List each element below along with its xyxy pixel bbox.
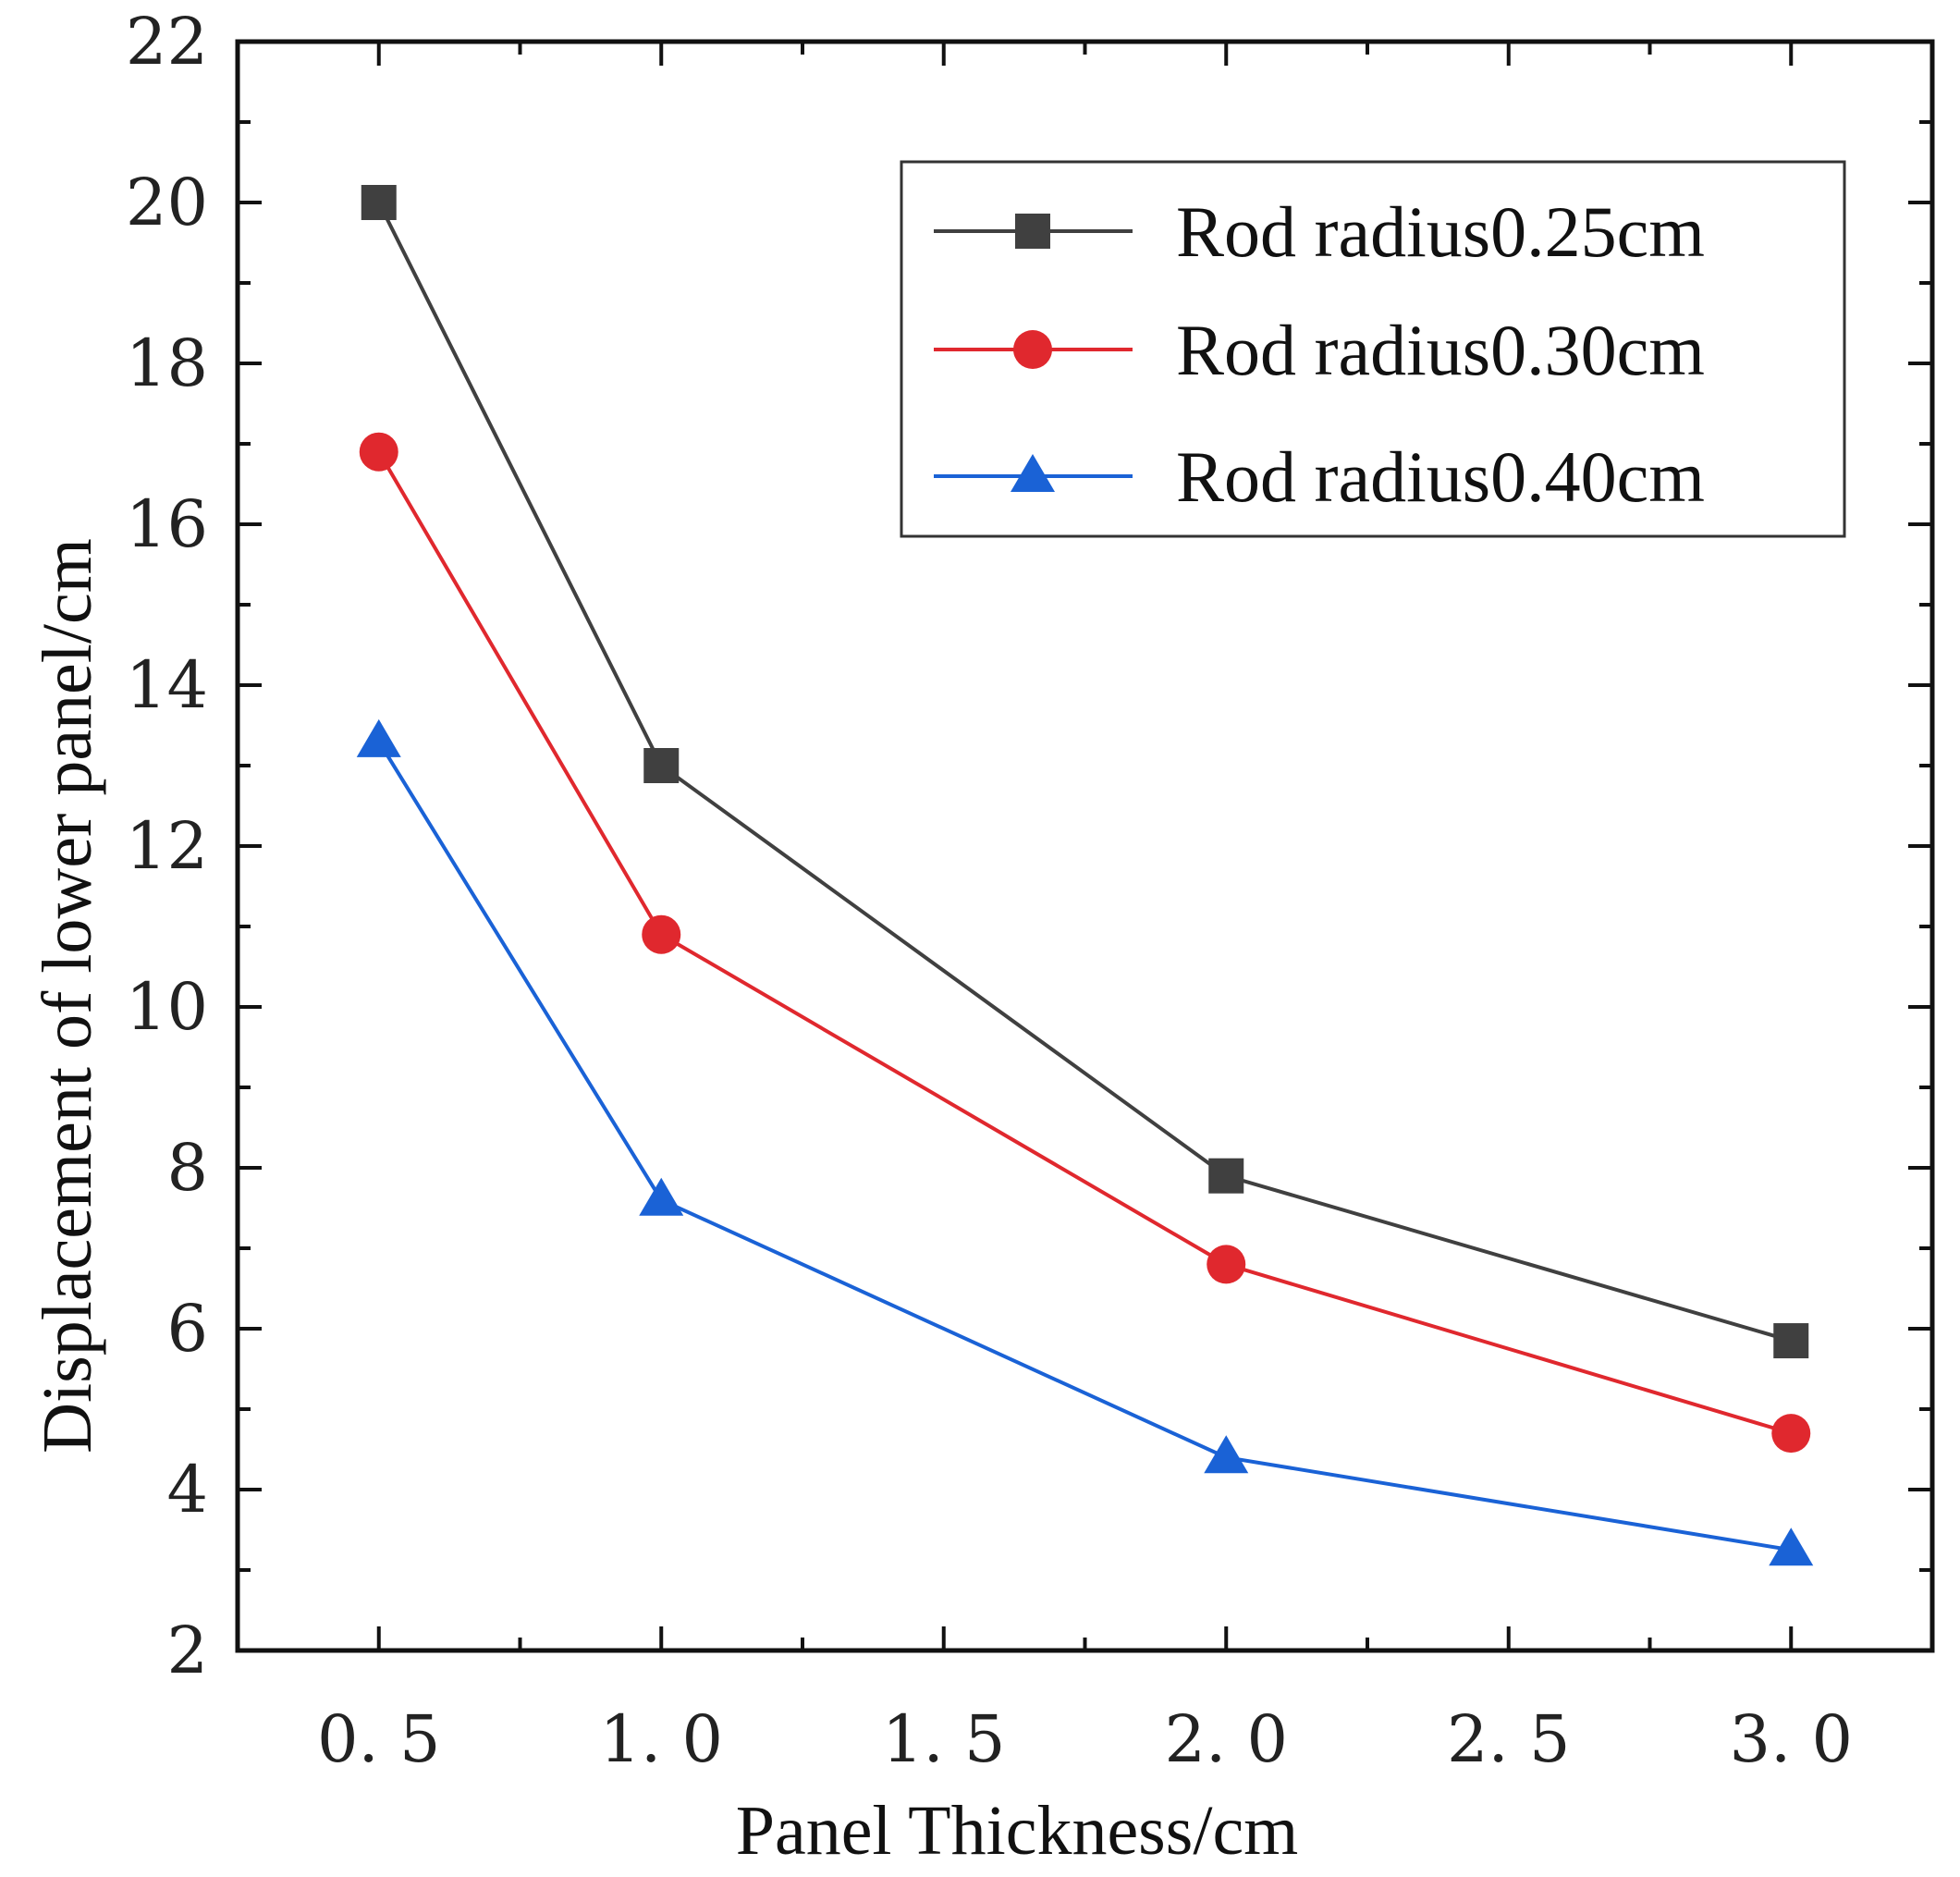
legend-item: Rod radius0.30cm bbox=[934, 310, 1705, 390]
series-line bbox=[376, 202, 1792, 1343]
data-point bbox=[1771, 1414, 1811, 1454]
legend-marker bbox=[1015, 214, 1050, 249]
series-3 bbox=[356, 718, 1814, 1566]
plot-area: 0. 5 1. 0 1. 5 2. 0 2. 5 3. 0 246810121416182… bbox=[126, 4, 1935, 1777]
x-axis-title: Panel Thickness/cm bbox=[736, 1792, 1299, 1870]
series-line bbox=[377, 450, 1792, 1436]
y-tick-label: 22 bbox=[126, 4, 208, 80]
legend-label: Rod radius0.30cm bbox=[1176, 310, 1705, 390]
x-tick-label: 3. 0 bbox=[1729, 1701, 1853, 1777]
series-1 bbox=[361, 185, 1809, 1359]
data-point bbox=[361, 185, 397, 220]
y-tick-label: 8 bbox=[166, 1130, 208, 1206]
y-tick-label: 2 bbox=[166, 1613, 208, 1688]
legend-marker bbox=[1013, 330, 1052, 369]
y-axis-title: Displacement of lower panel/cm bbox=[29, 538, 106, 1454]
y-tick-label: 20 bbox=[126, 165, 208, 240]
legend-label: Rod radius0.40cm bbox=[1176, 436, 1705, 517]
y-tick-label: 4 bbox=[166, 1452, 208, 1527]
y-axis-ticks: 2 4 6 8 10 12 14 16 18 20 22 bbox=[126, 4, 1932, 1688]
data-point bbox=[639, 1177, 684, 1216]
data-point bbox=[1773, 1323, 1809, 1359]
data-point bbox=[1207, 1245, 1246, 1284]
x-axis-ticks: 0. 5 1. 0 1. 5 2. 0 2. 5 3. 0 bbox=[317, 42, 1853, 1777]
data-point bbox=[642, 914, 681, 954]
data-point bbox=[1769, 1527, 1814, 1566]
legend: Rod radius0.25cm Rod radius0.30cm Rod radi… bbox=[900, 160, 1846, 538]
legend-marker bbox=[1011, 454, 1055, 492]
data-point bbox=[643, 748, 680, 783]
data-point bbox=[1208, 1158, 1244, 1194]
series-layer bbox=[356, 185, 1814, 1566]
x-tick-label: 1. 5 bbox=[882, 1701, 1006, 1777]
x-tick-label: 1. 0 bbox=[599, 1701, 723, 1777]
y-tick-label: 10 bbox=[126, 969, 208, 1045]
y-tick-label: 12 bbox=[126, 808, 208, 884]
data-point bbox=[1204, 1435, 1249, 1474]
series-line bbox=[377, 740, 1792, 1552]
legend-items: Rod radius0.25cm Rod radius0.30cm Rod radi… bbox=[934, 191, 1705, 517]
legend-label: Rod radius0.25cm bbox=[1176, 191, 1705, 272]
x-tick-label: 2. 5 bbox=[1447, 1701, 1571, 1777]
y-tick-label: 16 bbox=[126, 486, 208, 562]
x-tick-label: 0. 5 bbox=[317, 1701, 441, 1777]
series-2 bbox=[359, 432, 1811, 1454]
y-tick-label: 14 bbox=[126, 647, 208, 723]
data-point bbox=[356, 718, 401, 757]
y-tick-label: 18 bbox=[126, 325, 208, 401]
legend-item: Rod radius0.25cm bbox=[934, 191, 1705, 272]
legend-item: Rod radius0.40cm bbox=[934, 436, 1705, 517]
x-tick-label: 2. 0 bbox=[1164, 1701, 1288, 1777]
data-point bbox=[359, 432, 398, 472]
y-tick-label: 6 bbox=[166, 1291, 208, 1367]
